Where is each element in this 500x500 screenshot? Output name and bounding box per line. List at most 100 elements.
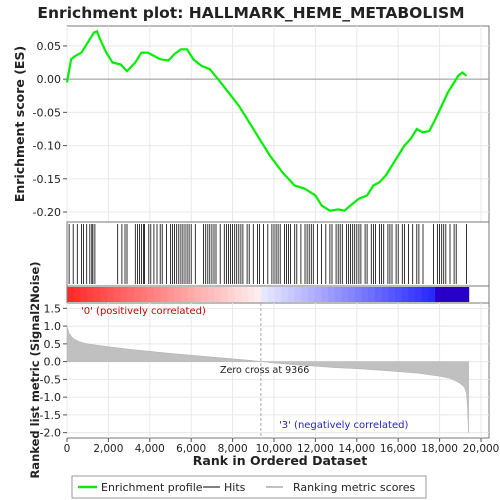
color-bar-segment — [180, 287, 189, 302]
color-bar-segment — [388, 287, 396, 302]
color-bar-segment — [294, 287, 302, 302]
x-tick-label: 6,000 — [176, 443, 206, 455]
color-bar-segment — [461, 287, 470, 302]
color-bar-segment — [381, 287, 389, 302]
color-bar-segment — [254, 287, 262, 302]
metric-y-axis: 1.5 1.0 0.5 0.0 -0.5 -1.0 -1.5 -2.0 — [40, 302, 67, 440]
color-bar-segment — [200, 287, 209, 302]
color-bar-segment — [455, 287, 463, 302]
color-bar-segment — [368, 287, 376, 302]
es-ytick-label: 0.00 — [37, 73, 62, 86]
color-bar-segment — [448, 287, 456, 302]
es-plot-frame — [66, 25, 490, 223]
color-bar-segment — [348, 287, 356, 302]
metric-ytick-label: 0.5 — [44, 338, 62, 351]
es-plot-gridlines — [66, 26, 489, 222]
color-bar-segment — [341, 287, 349, 302]
color-bar-segment — [287, 287, 296, 302]
legend-hits-label: Hits — [224, 481, 246, 494]
color-bar-segment — [401, 287, 409, 302]
x-tick-label: 0 — [64, 443, 71, 455]
color-bar-segment — [395, 287, 403, 302]
color-bar-segment — [274, 287, 282, 302]
color-bar-segment — [428, 287, 436, 302]
color-bar-segment — [314, 287, 322, 302]
legend-enrichment-label: Enrichment profile — [101, 481, 203, 494]
color-bar-segment — [321, 287, 329, 302]
color-bar-segment — [80, 287, 88, 302]
hits-marks — [68, 224, 467, 284]
color-bar-segment — [120, 287, 128, 302]
legend-box — [71, 475, 427, 499]
color-bar-segment — [354, 287, 363, 302]
negative-correlation-label: '3' (negative­ly correlated) — [279, 420, 408, 431]
color-bar-segment — [441, 287, 450, 302]
color-bar-segment — [247, 287, 255, 302]
x-tick-label: 10,000 — [256, 443, 293, 455]
enrichment-profile-line — [65, 29, 468, 212]
color-bar-segment — [234, 287, 242, 302]
rank-color-bar — [67, 287, 470, 302]
color-bar-segment — [334, 287, 342, 302]
es-ytick-label: -0.15 — [33, 173, 61, 186]
color-bar-segment — [301, 287, 309, 302]
es-ytick-label: -0.20 — [33, 206, 61, 219]
color-bar-segment — [374, 287, 383, 302]
color-bar-segment — [174, 287, 182, 302]
color-bar-segment — [113, 287, 122, 302]
es-ytick-label: -0.10 — [33, 140, 61, 153]
color-bar-segment — [261, 287, 269, 302]
color-bar-segment — [100, 287, 108, 302]
metric-ytick-label: -0.5 — [40, 373, 61, 386]
x-tick-label: 16,000 — [380, 443, 417, 455]
x-axis: 0 2,000 4,000 6,000 8,000 10,000 12,000 14,000 1… — [64, 438, 500, 455]
color-bar-segment — [220, 287, 229, 302]
color-bar-segment — [408, 287, 416, 302]
color-bar-segment — [415, 287, 423, 302]
color-bar-segment — [328, 287, 336, 302]
legend-metric-label: Ranking metric scores — [293, 481, 415, 494]
color-bar-segment — [241, 287, 249, 302]
color-bar-segment — [227, 287, 235, 302]
color-bar-segment — [107, 287, 115, 302]
metric-ytick-label: 1.5 — [44, 302, 62, 315]
ranking-metric-area — [66, 326, 469, 433]
color-bar-segment — [73, 287, 81, 302]
es-ytick-label: 0.05 — [37, 40, 62, 53]
metric-ytick-label: -1.5 — [40, 409, 61, 422]
metric-ytick-label: -2.0 — [40, 427, 61, 440]
color-bar-segment — [207, 287, 215, 302]
x-tick-label: 4,000 — [135, 443, 165, 455]
x-tick-label: 12,000 — [297, 443, 334, 455]
es-y-axis: 0.05 0.00 -0.05 -0.10 -0.15 -0.20 — [33, 40, 67, 219]
color-bar-segment — [435, 287, 443, 302]
color-bar-segment — [214, 287, 222, 302]
x-tick-label: 2,000 — [93, 443, 123, 455]
es-ytick-label: -0.05 — [33, 106, 61, 119]
metric-ytick-label: 0.0 — [44, 356, 62, 369]
x-tick-label: 18,000 — [421, 443, 458, 455]
x-tick-label: 20,000 — [463, 443, 500, 455]
es-y-axis-label: Enrichment score (ES) — [12, 46, 27, 202]
zero-cross-label: Zero cross at 9366 — [220, 365, 309, 376]
color-bar-segment — [133, 287, 142, 302]
color-bar-segment — [167, 287, 175, 302]
color-bar-segment — [127, 287, 135, 302]
color-bar-segment — [187, 287, 195, 302]
metric-y-axis-label: Ranked list metric (Signal2Noise) — [28, 261, 42, 478]
metric-ytick-label: -1.0 — [40, 391, 61, 404]
metric-ytick-label: 1.0 — [44, 320, 62, 333]
color-bar-segment — [194, 287, 202, 302]
color-bar-segment — [421, 287, 429, 302]
x-tick-label: 8,000 — [218, 443, 248, 455]
color-bar-segment — [93, 287, 102, 302]
x-tick-label: 14,000 — [338, 443, 375, 455]
color-bar-segment — [267, 287, 276, 302]
color-bar-segment — [140, 287, 148, 302]
color-bar-segment — [67, 287, 75, 302]
color-bar-segment — [307, 287, 316, 302]
chart-title: Enrichment plot: HALLMARK_HEME_METABOLIS… — [37, 4, 464, 22]
x-axis-label: Rank in Ordered Dataset — [193, 453, 367, 468]
